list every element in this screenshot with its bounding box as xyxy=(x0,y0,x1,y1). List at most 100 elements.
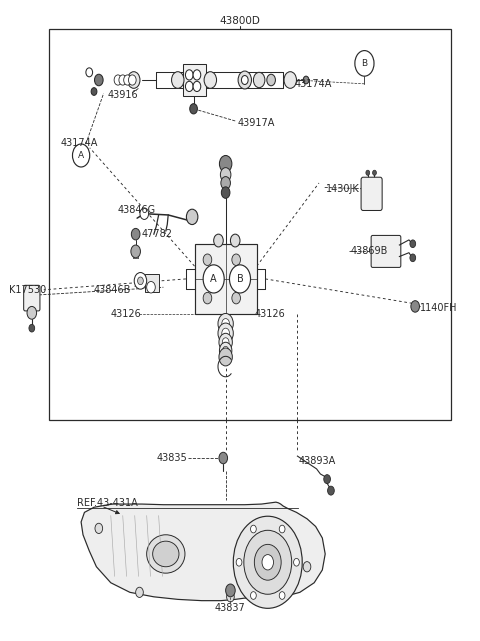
Circle shape xyxy=(185,70,193,80)
Text: 43800D: 43800D xyxy=(219,16,261,26)
Circle shape xyxy=(185,81,193,92)
Bar xyxy=(48,29,451,420)
Circle shape xyxy=(128,72,140,88)
Circle shape xyxy=(226,584,235,597)
Circle shape xyxy=(251,592,256,599)
Text: 43917A: 43917A xyxy=(238,119,275,128)
Circle shape xyxy=(223,346,229,354)
Circle shape xyxy=(95,523,103,533)
Circle shape xyxy=(91,88,97,96)
Circle shape xyxy=(95,74,103,86)
Circle shape xyxy=(219,333,232,351)
Circle shape xyxy=(411,301,420,312)
Circle shape xyxy=(204,72,216,88)
Circle shape xyxy=(303,562,311,572)
Circle shape xyxy=(132,228,140,240)
Circle shape xyxy=(244,530,292,594)
Text: 1140FH: 1140FH xyxy=(420,303,457,313)
Circle shape xyxy=(230,234,240,247)
Circle shape xyxy=(186,209,198,224)
Circle shape xyxy=(190,104,197,114)
Circle shape xyxy=(227,592,234,602)
Text: K17530: K17530 xyxy=(9,285,47,295)
Text: 47782: 47782 xyxy=(142,229,173,239)
Circle shape xyxy=(279,592,285,599)
Circle shape xyxy=(267,74,276,86)
Circle shape xyxy=(324,474,330,483)
Circle shape xyxy=(219,156,232,172)
Circle shape xyxy=(214,234,223,247)
Circle shape xyxy=(203,265,224,293)
Text: 43916: 43916 xyxy=(108,90,138,100)
Bar xyxy=(194,244,257,314)
Circle shape xyxy=(238,71,252,89)
Circle shape xyxy=(253,72,265,88)
Circle shape xyxy=(222,328,229,338)
Circle shape xyxy=(236,558,242,566)
Circle shape xyxy=(355,51,374,76)
Text: 43174A: 43174A xyxy=(295,79,333,89)
Text: 43869B: 43869B xyxy=(350,246,387,256)
Text: A: A xyxy=(78,151,84,160)
Circle shape xyxy=(219,342,232,359)
Text: 43893A: 43893A xyxy=(299,456,336,466)
Circle shape xyxy=(203,292,212,304)
Circle shape xyxy=(410,254,416,262)
Circle shape xyxy=(136,587,144,597)
Text: A: A xyxy=(210,274,217,284)
Circle shape xyxy=(27,306,36,319)
Circle shape xyxy=(193,81,201,92)
Text: 43835: 43835 xyxy=(156,453,187,463)
Circle shape xyxy=(233,516,302,608)
Text: 43837: 43837 xyxy=(215,603,246,613)
Circle shape xyxy=(203,254,212,265)
Circle shape xyxy=(138,277,144,285)
Circle shape xyxy=(222,338,229,347)
Circle shape xyxy=(29,324,35,332)
Circle shape xyxy=(86,68,93,77)
Text: 1430JK: 1430JK xyxy=(326,185,360,194)
Polygon shape xyxy=(81,502,325,601)
Circle shape xyxy=(410,240,416,247)
Bar xyxy=(145,274,158,292)
Circle shape xyxy=(366,171,370,175)
Text: B: B xyxy=(237,274,243,284)
Circle shape xyxy=(193,70,201,80)
Text: 43846B: 43846B xyxy=(94,285,132,295)
Circle shape xyxy=(279,525,285,533)
Text: 43126: 43126 xyxy=(111,309,142,319)
Circle shape xyxy=(303,76,309,84)
Ellipse shape xyxy=(147,535,185,573)
Circle shape xyxy=(262,554,274,570)
Text: 43174A: 43174A xyxy=(60,138,98,147)
Circle shape xyxy=(254,544,281,580)
Circle shape xyxy=(147,281,156,293)
Circle shape xyxy=(327,486,334,495)
Circle shape xyxy=(218,313,233,334)
Circle shape xyxy=(72,144,90,167)
FancyBboxPatch shape xyxy=(371,235,401,267)
Circle shape xyxy=(171,72,184,88)
Circle shape xyxy=(221,176,230,189)
Text: B: B xyxy=(361,59,368,68)
Circle shape xyxy=(119,75,127,85)
Circle shape xyxy=(124,75,132,85)
Circle shape xyxy=(222,319,229,329)
Circle shape xyxy=(232,254,240,265)
Circle shape xyxy=(251,525,256,533)
Text: REF.43-431A: REF.43-431A xyxy=(77,498,138,508)
Ellipse shape xyxy=(153,541,179,567)
Circle shape xyxy=(220,168,231,181)
FancyBboxPatch shape xyxy=(24,285,40,311)
Text: 43126: 43126 xyxy=(254,309,285,319)
Circle shape xyxy=(372,171,376,175)
Bar xyxy=(182,64,205,96)
Circle shape xyxy=(134,272,147,289)
Circle shape xyxy=(219,348,232,366)
Circle shape xyxy=(294,558,300,566)
Circle shape xyxy=(219,453,228,464)
Circle shape xyxy=(241,76,248,85)
Circle shape xyxy=(114,75,122,85)
FancyBboxPatch shape xyxy=(361,177,382,210)
Circle shape xyxy=(221,187,230,198)
